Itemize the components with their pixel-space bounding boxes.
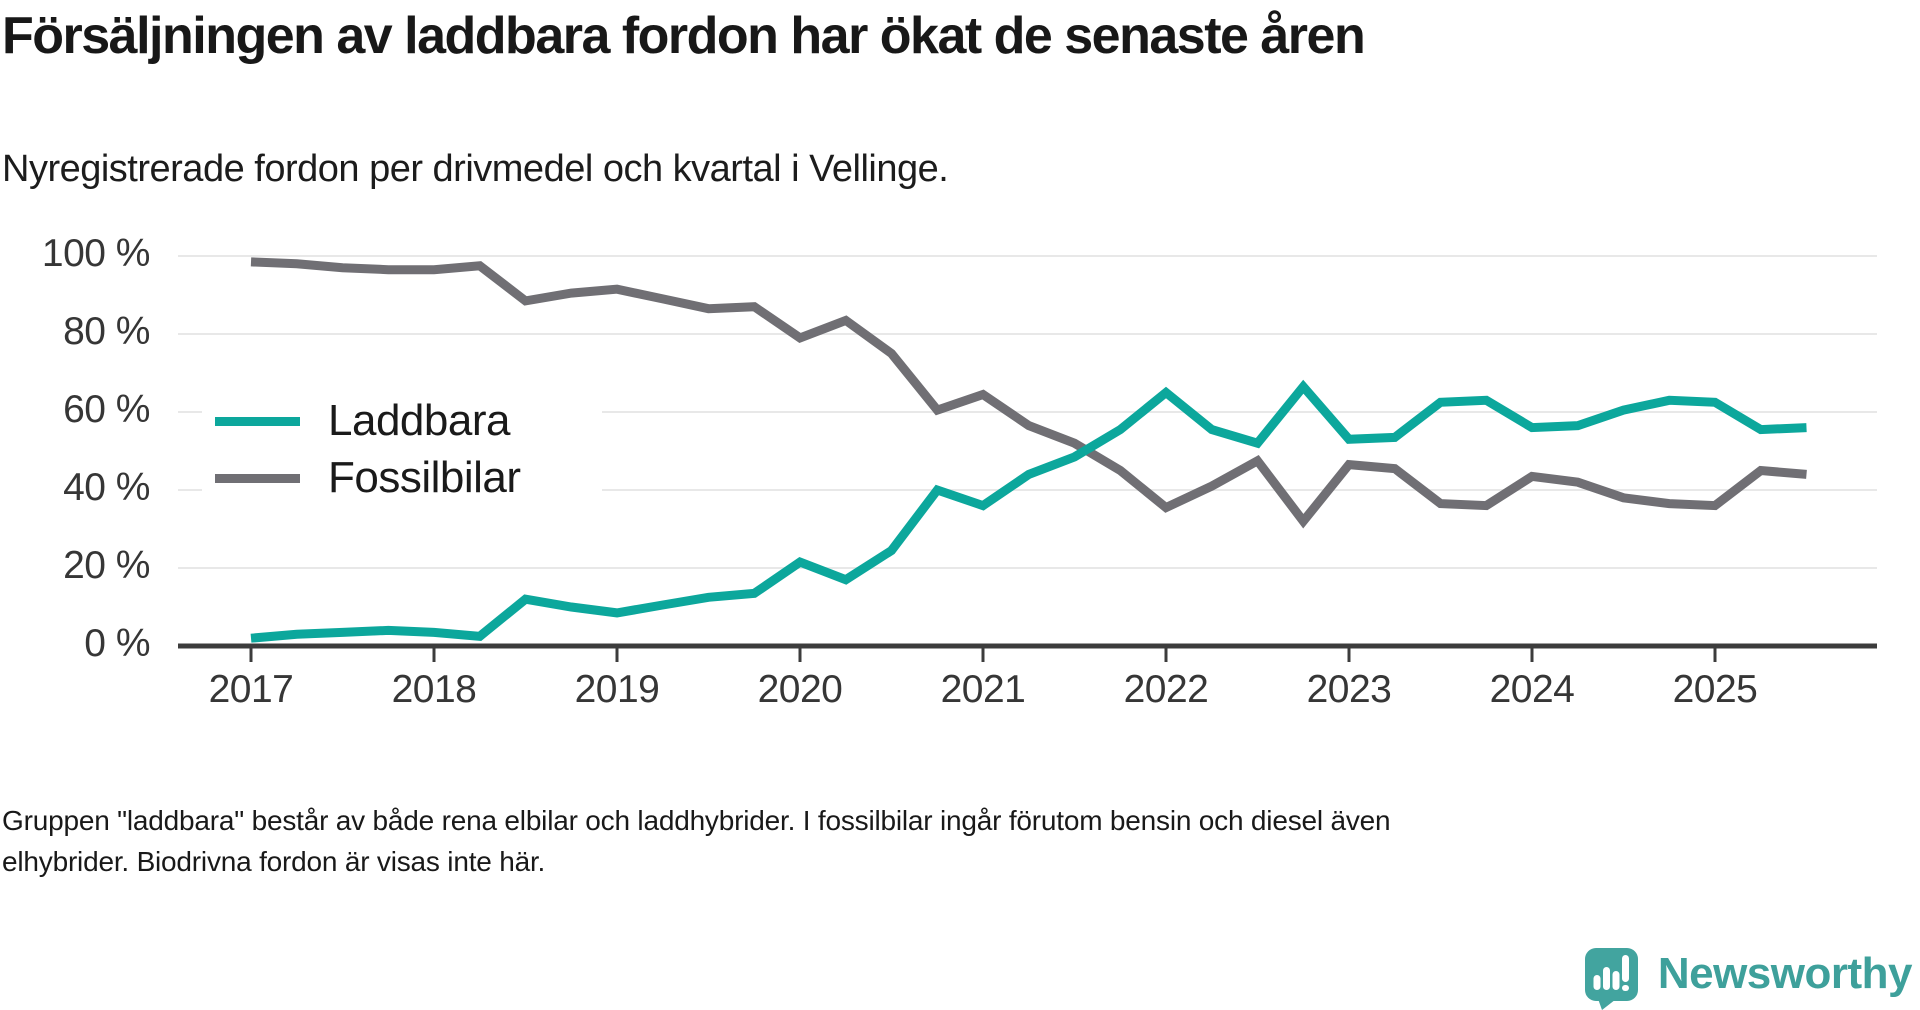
x-axis-tick-label: 2018 xyxy=(391,668,477,711)
y-axis-tick-label: 60 % xyxy=(63,388,150,431)
bubble-body xyxy=(1584,948,1638,1001)
bar-chart-speech-bubble-icon xyxy=(1584,948,1638,1010)
legend-label: Fossilbilar xyxy=(328,453,521,502)
y-axis-tick-label: 80 % xyxy=(63,310,150,353)
x-axis-tick-label: 2017 xyxy=(208,668,294,711)
legend-label: Laddbara xyxy=(328,396,510,445)
footnote-line-1: Gruppen "laddbara" består av både rena e… xyxy=(2,805,1391,836)
newsworthy-logo: Newsworthy xyxy=(1584,938,1913,1010)
y-axis-tick-label: 0 % xyxy=(84,622,150,665)
legend-item-fossilbilar: Fossilbilar xyxy=(202,453,521,503)
fossilbilar-line xyxy=(250,257,1807,529)
y-axis-tick-label: 100 % xyxy=(41,232,151,275)
x-axis-tick-label: 2025 xyxy=(1672,668,1758,711)
bubble-tail xyxy=(1596,996,1620,1010)
footnote-line-2: elhybrider. Biodrivna fordon är visas in… xyxy=(2,846,546,877)
fossilbilar-swatch xyxy=(215,473,300,483)
bar-3 xyxy=(1612,971,1620,990)
x-axis-tick-label: 2024 xyxy=(1489,668,1575,711)
x-axis-tick-label: 2022 xyxy=(1123,668,1209,711)
laddbara-line xyxy=(250,379,1807,643)
chart-footnote: Gruppen "laddbara" består av både rena e… xyxy=(2,800,1562,882)
y-axis-tick-label: 20 % xyxy=(63,544,150,587)
bar-2 xyxy=(1602,967,1610,990)
x-axis-tick-label: 2021 xyxy=(940,668,1026,711)
legend-item-laddbara: Laddbara xyxy=(202,396,510,446)
x-axis-tick-label: 2020 xyxy=(757,668,843,711)
page-subtitle: Nyregistrerade fordon per drivmedel och … xyxy=(2,148,949,190)
chart-legend: Laddbara Fossilbilar xyxy=(202,394,602,510)
logo-text: Newsworthy xyxy=(1657,949,1913,998)
y-axis-tick-label: 40 % xyxy=(63,466,150,509)
bar-1 xyxy=(1593,975,1601,990)
exclamation-stem xyxy=(1621,955,1629,982)
x-axis-tick-label: 2023 xyxy=(1306,668,1392,711)
laddbara-swatch xyxy=(215,416,300,426)
x-axis-tick-label: 2019 xyxy=(574,668,660,711)
exclamation-dot xyxy=(1621,985,1629,991)
page-title: Försäljningen av laddbara fordon har öka… xyxy=(2,7,1366,65)
